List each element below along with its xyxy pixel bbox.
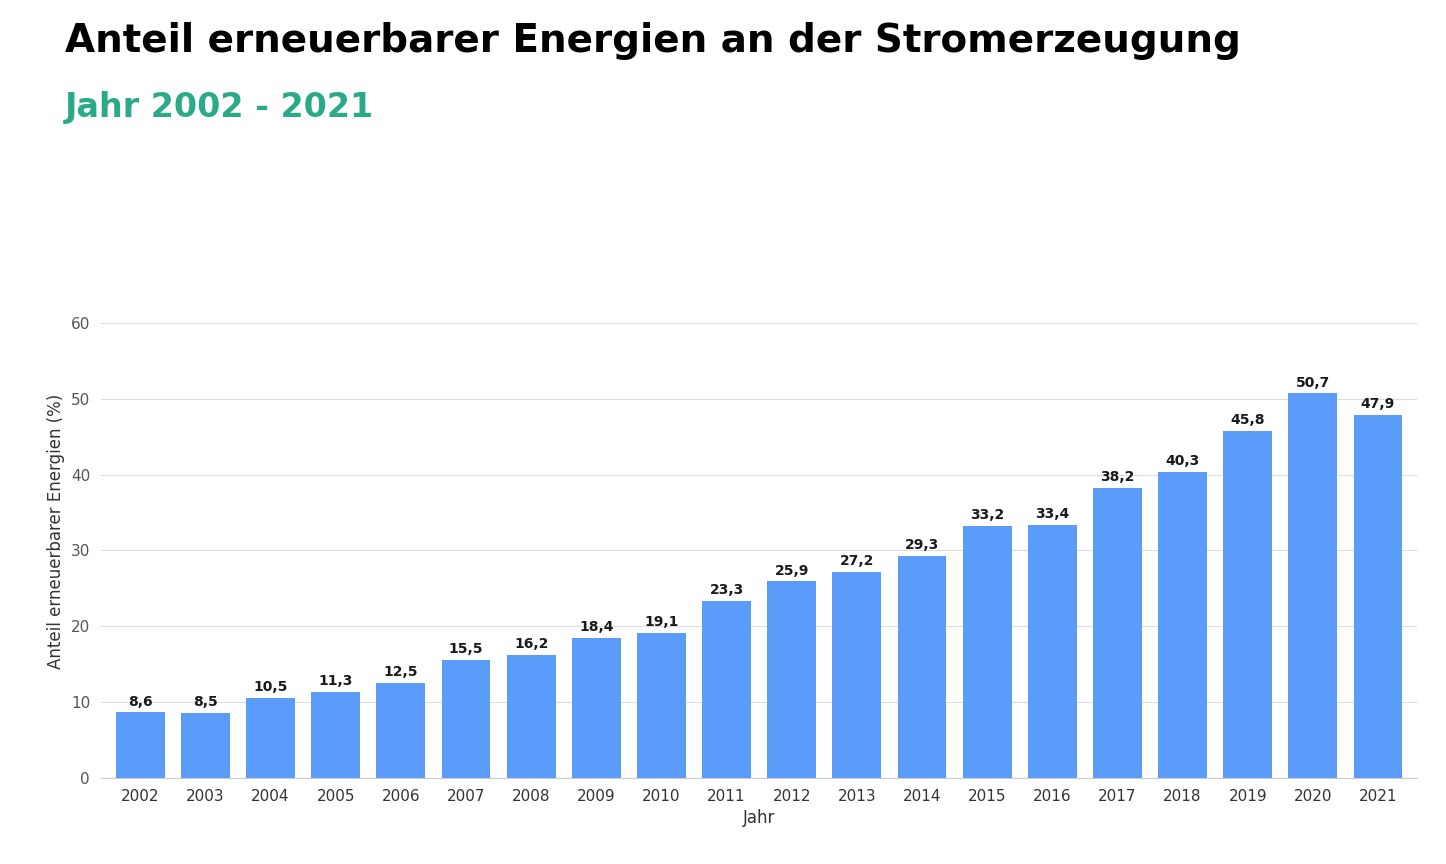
Text: 33,4: 33,4	[1035, 507, 1070, 521]
X-axis label: Jahr: Jahr	[743, 810, 775, 827]
Text: 38,2: 38,2	[1100, 470, 1135, 485]
Bar	[1093, 488, 1142, 778]
Text: 8,5: 8,5	[194, 696, 218, 709]
Text: 18,4: 18,4	[578, 620, 613, 634]
Bar	[638, 633, 685, 778]
Text: 19,1: 19,1	[645, 615, 678, 629]
Bar	[1158, 473, 1207, 778]
Text: 25,9: 25,9	[775, 563, 808, 577]
Bar	[1223, 430, 1272, 778]
Text: 11,3: 11,3	[318, 674, 353, 689]
Bar	[963, 526, 1012, 778]
Text: 23,3: 23,3	[710, 583, 743, 597]
Text: 33,2: 33,2	[970, 508, 1005, 522]
Bar	[898, 556, 947, 778]
Text: 40,3: 40,3	[1165, 454, 1200, 468]
Bar	[768, 581, 816, 778]
Text: 10,5: 10,5	[253, 680, 288, 695]
Bar	[181, 713, 230, 778]
Text: 45,8: 45,8	[1231, 413, 1265, 427]
Text: 12,5: 12,5	[383, 665, 418, 679]
Bar	[376, 683, 425, 778]
Bar	[833, 571, 881, 778]
Y-axis label: Anteil erneuerbarer Energien (%): Anteil erneuerbarer Energien (%)	[48, 394, 65, 669]
Text: Jahr 2002 - 2021: Jahr 2002 - 2021	[65, 91, 375, 124]
Text: 29,3: 29,3	[905, 537, 938, 552]
Bar	[441, 660, 490, 778]
Text: 16,2: 16,2	[513, 637, 548, 651]
Bar	[1353, 415, 1403, 778]
Bar	[246, 698, 295, 778]
Bar	[311, 692, 360, 778]
Bar	[506, 655, 555, 778]
Text: 27,2: 27,2	[840, 554, 873, 568]
Bar	[571, 638, 620, 778]
Text: Anteil erneuerbarer Energien an der Stromerzeugung: Anteil erneuerbarer Energien an der Stro…	[65, 22, 1241, 60]
Bar	[703, 601, 750, 778]
Text: 47,9: 47,9	[1361, 397, 1395, 411]
Text: 15,5: 15,5	[448, 642, 483, 657]
Text: 50,7: 50,7	[1296, 376, 1330, 390]
Bar	[1028, 524, 1077, 778]
Bar	[116, 713, 165, 778]
Text: 8,6: 8,6	[129, 695, 153, 708]
Bar	[1288, 393, 1338, 778]
